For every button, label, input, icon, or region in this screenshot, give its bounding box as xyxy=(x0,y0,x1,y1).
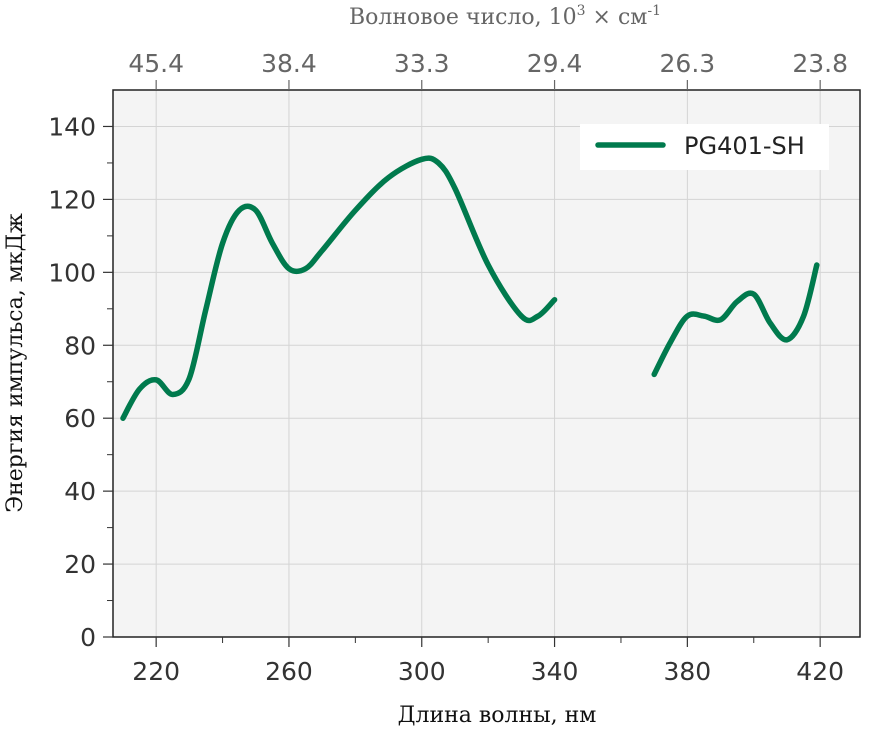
top-tick-label: 33.3 xyxy=(394,49,450,78)
x-axis-title: Длина волны, нм xyxy=(398,703,597,728)
top-tick-label: 45.4 xyxy=(128,49,184,78)
y-tick-label: 140 xyxy=(48,112,96,141)
x-tick-label: 340 xyxy=(531,657,579,686)
x-tick-label: 260 xyxy=(265,657,313,686)
top-tick-label: 29.4 xyxy=(527,49,583,78)
top-tick-label: 38.4 xyxy=(261,49,317,78)
y-tick-label: 80 xyxy=(64,331,96,360)
plot-area xyxy=(113,90,860,637)
x-tick-label: 380 xyxy=(664,657,712,686)
plot-frame xyxy=(112,89,861,638)
series-line xyxy=(120,155,558,421)
y-tick-label: 60 xyxy=(64,404,96,433)
bottom-axis: 220 260 300 340 380 420 xyxy=(132,637,844,686)
series-layer xyxy=(120,155,820,421)
y-tick-label: 0 xyxy=(80,623,96,652)
top-tick-label: 23.8 xyxy=(792,49,848,78)
left-axis: 0 20 40 60 80 100 120 140 xyxy=(48,112,113,652)
y-tick-label: 20 xyxy=(64,550,96,579)
y-tick-label: 100 xyxy=(48,258,96,287)
top-axis-title-prefix: Волновое число, 10 xyxy=(349,5,577,30)
y-tick-label: 40 xyxy=(64,477,96,506)
top-axis: 45.4 38.4 33.3 29.4 26.3 23.8 xyxy=(128,49,848,90)
legend: PG401-SH xyxy=(580,124,829,170)
top-tick-label: 26.3 xyxy=(660,49,716,78)
top-axis-title-exponent2: -1 xyxy=(647,3,661,19)
x-tick-label: 300 xyxy=(398,657,446,686)
x-tick-label: 420 xyxy=(796,657,844,686)
legend-label: PG401-SH xyxy=(684,132,805,160)
top-axis-title-exponent: 3 xyxy=(577,3,586,19)
y-tick-label: 120 xyxy=(48,185,96,214)
top-axis-title: Волновое число, 103 × см-1 xyxy=(349,3,661,30)
x-tick-label: 220 xyxy=(132,657,180,686)
y-axis-title: Энергия импульса, мкДж xyxy=(3,213,28,512)
top-axis-title-middle: × см xyxy=(586,5,648,30)
series-line xyxy=(651,262,820,378)
